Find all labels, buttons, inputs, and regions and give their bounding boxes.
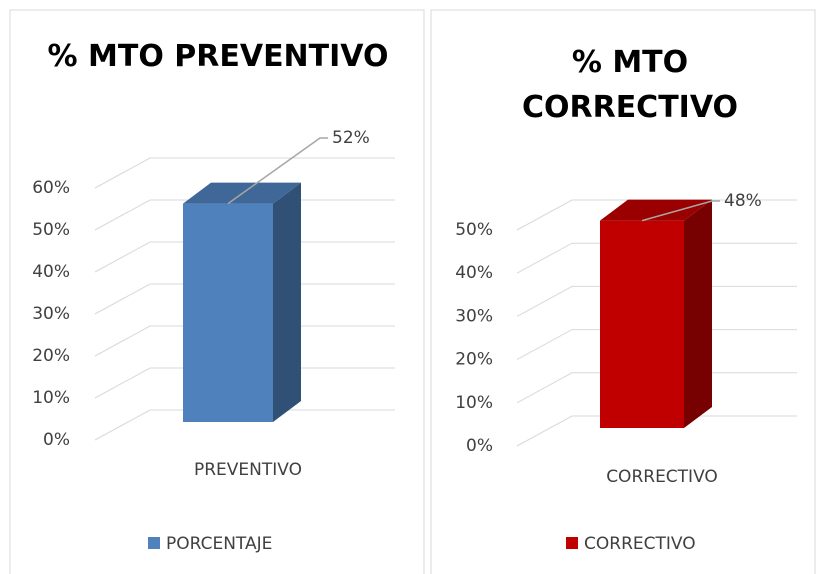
legend-label: PORCENTAJE <box>166 534 272 554</box>
x-tick-label: CORRECTIVO <box>606 467 718 487</box>
grid-line <box>94 283 395 315</box>
y-tick-label: 10% <box>455 393 493 413</box>
bar-side <box>684 199 712 428</box>
chart-title: % MTO CORRECTIVO <box>521 45 739 125</box>
bar-front <box>600 220 684 428</box>
grid-line <box>94 325 395 357</box>
leader-line <box>227 137 328 205</box>
y-tick-label: 50% <box>32 220 70 240</box>
leader-line <box>641 200 720 222</box>
x-tick-label: PREVENTIVO <box>194 460 302 480</box>
y-tick-label: 0% <box>43 430 70 450</box>
legend-label: CORRECTIVO <box>584 534 696 554</box>
grid-line <box>516 415 797 447</box>
y-tick-label: 10% <box>32 388 70 408</box>
bar <box>183 182 301 422</box>
grid-line <box>94 199 395 231</box>
y-tick-label: 50% <box>455 220 493 240</box>
bar-top <box>600 199 712 221</box>
y-tick-label: 40% <box>32 262 70 282</box>
bar-front <box>183 203 273 422</box>
y-tick-label: 20% <box>32 346 70 366</box>
chart-title: % MTO PREVENTIVO <box>47 39 389 74</box>
grid-line <box>94 241 395 273</box>
y-tick-label: 40% <box>455 263 493 283</box>
grid-line <box>94 409 395 441</box>
grid-line <box>516 285 797 317</box>
grid-line <box>516 242 797 274</box>
y-tick-label: 20% <box>455 350 493 370</box>
data-label: 48% <box>724 191 762 211</box>
y-tick-label: 0% <box>466 436 493 456</box>
grid-line <box>516 199 797 231</box>
y-tick-label: 60% <box>32 178 70 198</box>
grid-line <box>516 372 797 404</box>
panel-border <box>9 9 425 574</box>
panel-border <box>430 9 816 574</box>
legend-swatch <box>566 537 578 549</box>
legend-swatch <box>148 537 160 549</box>
grid-line <box>94 157 395 189</box>
grid-line <box>94 367 395 399</box>
y-tick-label: 30% <box>32 304 70 324</box>
bar-side <box>273 182 301 422</box>
y-tick-label: 30% <box>455 306 493 326</box>
grid-line <box>516 329 797 361</box>
bar <box>600 199 712 428</box>
data-label: 52% <box>332 128 370 148</box>
